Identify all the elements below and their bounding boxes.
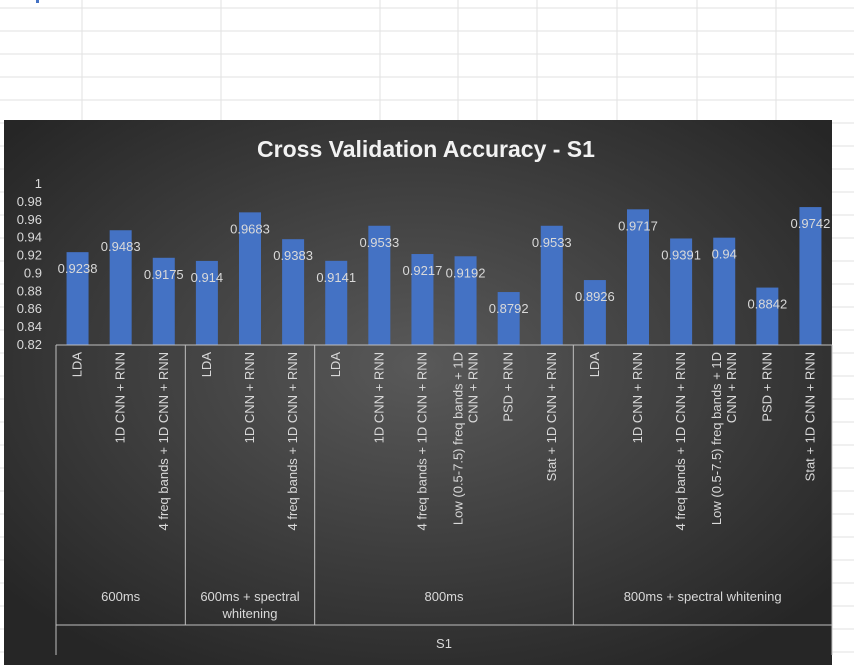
data-label: 0.9742: [791, 216, 831, 231]
y-tick-label: 0.88: [17, 283, 42, 298]
x-tick-label: LDA: [587, 352, 602, 378]
data-label: 0.9383: [273, 248, 313, 263]
data-label: 0.9717: [618, 218, 658, 233]
group-label: 800ms + spectral whitening: [624, 589, 782, 604]
data-label: 0.914: [191, 270, 224, 285]
data-label: 0.9192: [446, 265, 486, 280]
y-tick-label: 0.9: [24, 265, 42, 280]
bar[interactable]: [540, 225, 563, 345]
bar[interactable]: [627, 209, 649, 345]
data-label: 0.9533: [359, 235, 399, 250]
bar[interactable]: [799, 207, 822, 345]
x-tick-label: PSD + RNN: [501, 352, 516, 422]
bar[interactable]: [454, 256, 477, 345]
y-tick-label: 0.84: [17, 319, 42, 334]
bar[interactable]: [109, 230, 132, 345]
data-label: 0.9391: [661, 247, 701, 262]
y-tick-label: 0.92: [17, 248, 42, 263]
data-label: 0.9238: [58, 261, 98, 276]
data-label: 0.9175: [144, 267, 184, 282]
y-axis: 1 0.98 0.96 0.94 0.92 0.9 0.88 0.86 0.84 0.82: [17, 176, 42, 352]
x-tick-label: LDA: [199, 352, 214, 378]
x-tick-label: Low (0.5-7.5) freq bands + 1DCNN + RNN: [451, 352, 481, 525]
x-tick-label: 4 freq bands + 1D CNN + RNN: [414, 352, 429, 530]
x-tick-label: 1D CNN + RNN: [371, 352, 386, 443]
y-tick-label: 0.86: [17, 301, 42, 316]
group-label: 800ms: [424, 589, 464, 604]
y-tick-label: 0.94: [17, 230, 42, 245]
bar[interactable]: [583, 280, 606, 345]
x-tick-label: Stat + 1D CNN + RNN: [544, 352, 559, 481]
x-tick-label: LDA: [70, 352, 85, 378]
y-tick-label: 0.82: [17, 337, 42, 352]
data-label: 0.9217: [403, 263, 443, 278]
bar[interactable]: [282, 239, 305, 345]
group-label: 600ms + spectral whitening: [200, 589, 299, 621]
data-label: 0.9483: [101, 239, 141, 254]
bar[interactable]: [368, 225, 391, 345]
data-label: 0.9683: [230, 221, 270, 236]
x-tick-label: Low (0.5-7.5) freq bands + 1DCNN + RNN: [709, 352, 739, 525]
x-tick-label: 4 freq bands + 1D CNN + RNN: [156, 352, 171, 530]
chart-title: Cross Validation Accuracy - S1: [257, 136, 595, 162]
x-axis: LDA 1D CNN + RNN 4 freq bands + 1D CNN + R…: [55, 344, 833, 655]
chart-area[interactable]: [4, 120, 832, 665]
bar[interactable]: [66, 252, 89, 345]
data-label: 0.9141: [316, 270, 356, 285]
x-tick-label: LDA: [328, 352, 343, 378]
y-tick-label: 0.96: [17, 212, 42, 227]
x-tick-label: PSD + RNN: [759, 352, 774, 422]
cell-marker: [36, 0, 39, 3]
data-label: 0.8926: [575, 289, 615, 304]
y-tick-label: 0.98: [17, 194, 42, 209]
bar[interactable]: [670, 238, 693, 345]
bar[interactable]: [325, 260, 348, 345]
bar[interactable]: [152, 257, 175, 345]
group-label: 600ms: [101, 589, 141, 604]
bar[interactable]: [411, 254, 434, 345]
bar[interactable]: [713, 237, 736, 345]
bar[interactable]: [195, 260, 218, 345]
x-tick-label: 4 freq bands + 1D CNN + RNN: [285, 352, 300, 530]
y-tick-label: 1: [35, 176, 42, 191]
bar[interactable]: [239, 212, 261, 345]
x-tick-label: Stat + 1D CNN + RNN: [802, 352, 817, 481]
data-label: 0.8842: [747, 297, 787, 312]
x-tick-label: 4 freq bands + 1D CNN + RNN: [673, 352, 688, 530]
data-label: 0.9533: [532, 235, 572, 250]
x-tick-label: 1D CNN + RNN: [242, 352, 257, 443]
bar[interactable]: [756, 287, 779, 345]
x-tick-label: 1D CNN + RNN: [113, 352, 128, 443]
bar[interactable]: [497, 292, 520, 345]
top-group-label: S1: [436, 636, 452, 651]
x-tick-label: 1D CNN + RNN: [630, 352, 645, 443]
data-label: 0.8792: [489, 301, 529, 316]
data-label: 0.94: [712, 247, 737, 262]
